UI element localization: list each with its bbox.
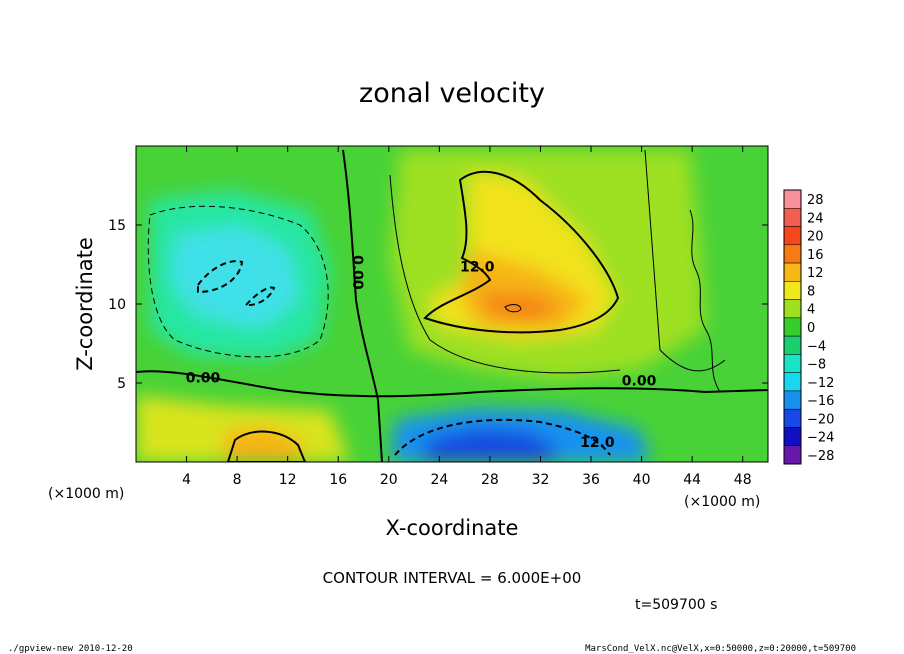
colorbar-label: −12 (807, 376, 834, 391)
colorbar: 28 24 20 16 12 8 4 0 −4 −8 −12 −16 −20 −24 −28 (783, 189, 834, 465)
contour-label: 12.0 (580, 435, 615, 451)
x-tick-label: 40 (633, 472, 651, 488)
x-tick-label: 32 (532, 472, 550, 488)
x-axis-title: X-coordinate (386, 516, 519, 540)
thin-contour-inner (389, 174, 621, 374)
colorbar-swatch (783, 244, 802, 264)
negative-contour-left-inner2 (243, 286, 276, 307)
colorbar-swatch (783, 262, 802, 282)
zone-left-cyan (170, 225, 300, 330)
time-stamp: t=509700 s (635, 597, 717, 613)
negative-contour-bottom (394, 418, 611, 456)
colorbar-label: −4 (807, 339, 826, 354)
y-tick-label: 10 (108, 297, 126, 313)
colorbar-label: 28 (807, 193, 824, 208)
y-axis-title: Z-coordinate (73, 237, 97, 371)
colorbar-frame (783, 189, 802, 465)
x-tick-label: 8 (233, 472, 242, 488)
colorbar-swatch (783, 390, 802, 410)
x-tick-label: 44 (683, 472, 701, 488)
x-tick-label: 20 (380, 472, 398, 488)
y-axis: 5 10 15 (108, 218, 768, 392)
colorbar-label: 16 (807, 248, 824, 263)
velocity-field: 0.00 0.00 0.00 12.0 12.0 (136, 149, 768, 462)
footer-right: MarsCond_VelX.nc@VelX,x=0:50000,z=0:2000… (585, 644, 856, 654)
colorbar-label: 4 (807, 303, 815, 318)
y-tick-label: 15 (108, 218, 126, 234)
x-tick-label: 24 (430, 472, 448, 488)
twelve-contour-small (504, 304, 522, 313)
colorbar-swatch (783, 408, 802, 428)
plot-area: 0.00 0.00 0.00 12.0 12.0 (135, 145, 769, 463)
colorbar-label: 24 (807, 211, 824, 226)
contour-labels: 0.00 0.00 0.00 12.0 12.0 (186, 255, 657, 451)
x-axis-unit: (×1000 m) (684, 494, 760, 510)
velocity-shading (136, 150, 705, 462)
colorbar-label: 8 (807, 284, 815, 299)
contour-lines (136, 149, 768, 462)
contour-label: 0.00 (349, 255, 365, 290)
x-axis: 4 8 12 16 20 24 28 32 36 40 44 48 (182, 146, 752, 488)
negative-contour-left-inner (197, 260, 244, 294)
colorbar-swatch (783, 226, 802, 246)
x-tick-label: 28 (481, 472, 499, 488)
colorbar-label: −16 (807, 394, 834, 409)
colorbar-label: −24 (807, 431, 834, 446)
zero-contour-lower (136, 370, 768, 398)
colorbar-swatch (783, 189, 802, 209)
x-tick-label: 16 (329, 472, 347, 488)
colorbar-swatch (783, 427, 802, 446)
zone-bottom-deep-blue (420, 428, 560, 462)
colorbar-label: −8 (807, 358, 826, 373)
contour-interval: CONTOUR INTERVAL = 6.000E+00 (323, 569, 582, 587)
contour-label: 0.00 (186, 370, 221, 386)
colorbar-swatch (783, 335, 802, 355)
colorbar-swatch (783, 317, 802, 337)
contour-label: 0.00 (622, 373, 657, 389)
x-tick-label: 4 (182, 472, 191, 488)
colorbar-label: −28 (807, 449, 834, 464)
colorbar-label: −20 (807, 412, 834, 427)
colorbar-swatch (783, 299, 802, 319)
x-tick-label: 48 (734, 472, 752, 488)
y-tick-label: 5 (117, 376, 126, 392)
colorbar-swatch (783, 372, 802, 392)
colorbar-swatch (783, 354, 802, 373)
zone-jet-core (480, 292, 562, 322)
x-tick-label: 36 (582, 472, 600, 488)
chart-title: zonal velocity (359, 78, 545, 109)
thin-contour-right (644, 149, 726, 372)
contour-label: 12.0 (460, 260, 495, 276)
y-axis-unit: (×1000 m) (48, 486, 124, 502)
footer-left: ./gpview-new 2010-12-20 (8, 644, 133, 654)
colorbar-swatch (783, 445, 802, 465)
colorbar-swatch (783, 281, 802, 300)
colorbar-label: 0 (807, 321, 815, 336)
twelve-contour-bottom-right (226, 430, 307, 462)
twelve-contour-jet (423, 170, 620, 334)
colorbar-label: 20 (807, 230, 824, 245)
x-tick-label: 12 (279, 472, 297, 488)
colorbar-label: 12 (807, 266, 824, 281)
colorbar-swatch (783, 208, 802, 227)
zero-contour-vertical (342, 149, 383, 462)
wavy-contour-right (689, 209, 721, 393)
